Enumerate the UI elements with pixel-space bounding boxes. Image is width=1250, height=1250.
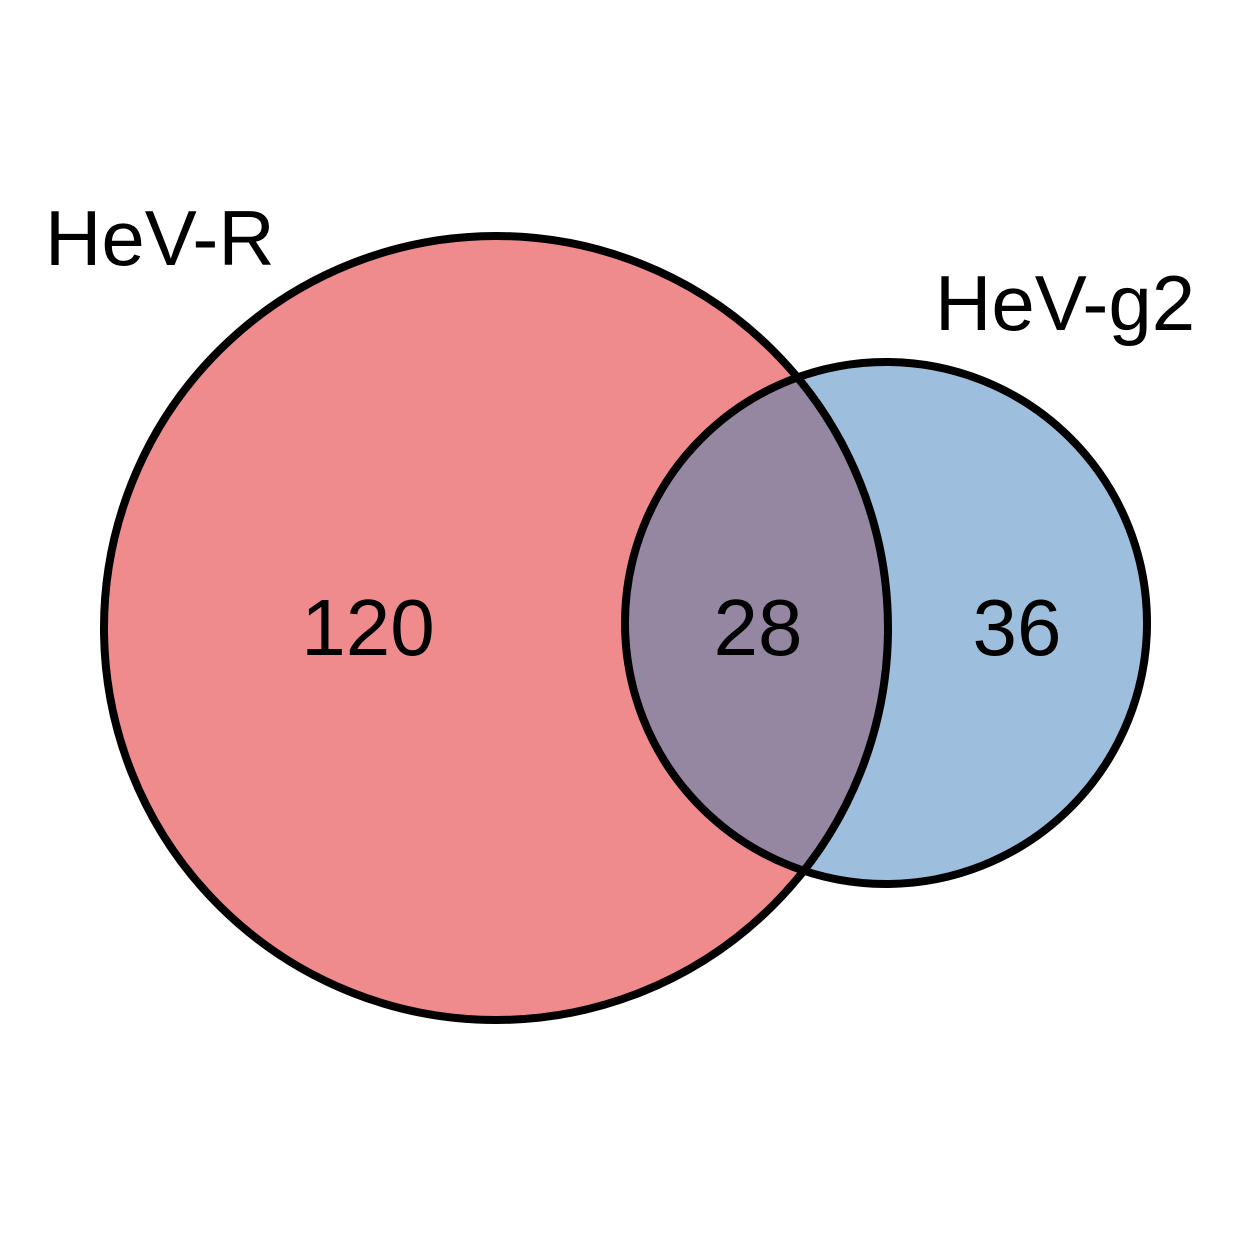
count-only-a: 120 bbox=[301, 583, 434, 672]
set-a-outline bbox=[100, 232, 892, 1024]
count-intersection: 28 bbox=[714, 583, 803, 672]
set-a-circle bbox=[104, 236, 888, 1020]
count-only-b: 36 bbox=[973, 583, 1062, 672]
set-b-label: HeV-g2 bbox=[935, 259, 1195, 347]
set-b-outline bbox=[621, 358, 1151, 888]
set-a-label: HeV-R bbox=[45, 194, 275, 282]
